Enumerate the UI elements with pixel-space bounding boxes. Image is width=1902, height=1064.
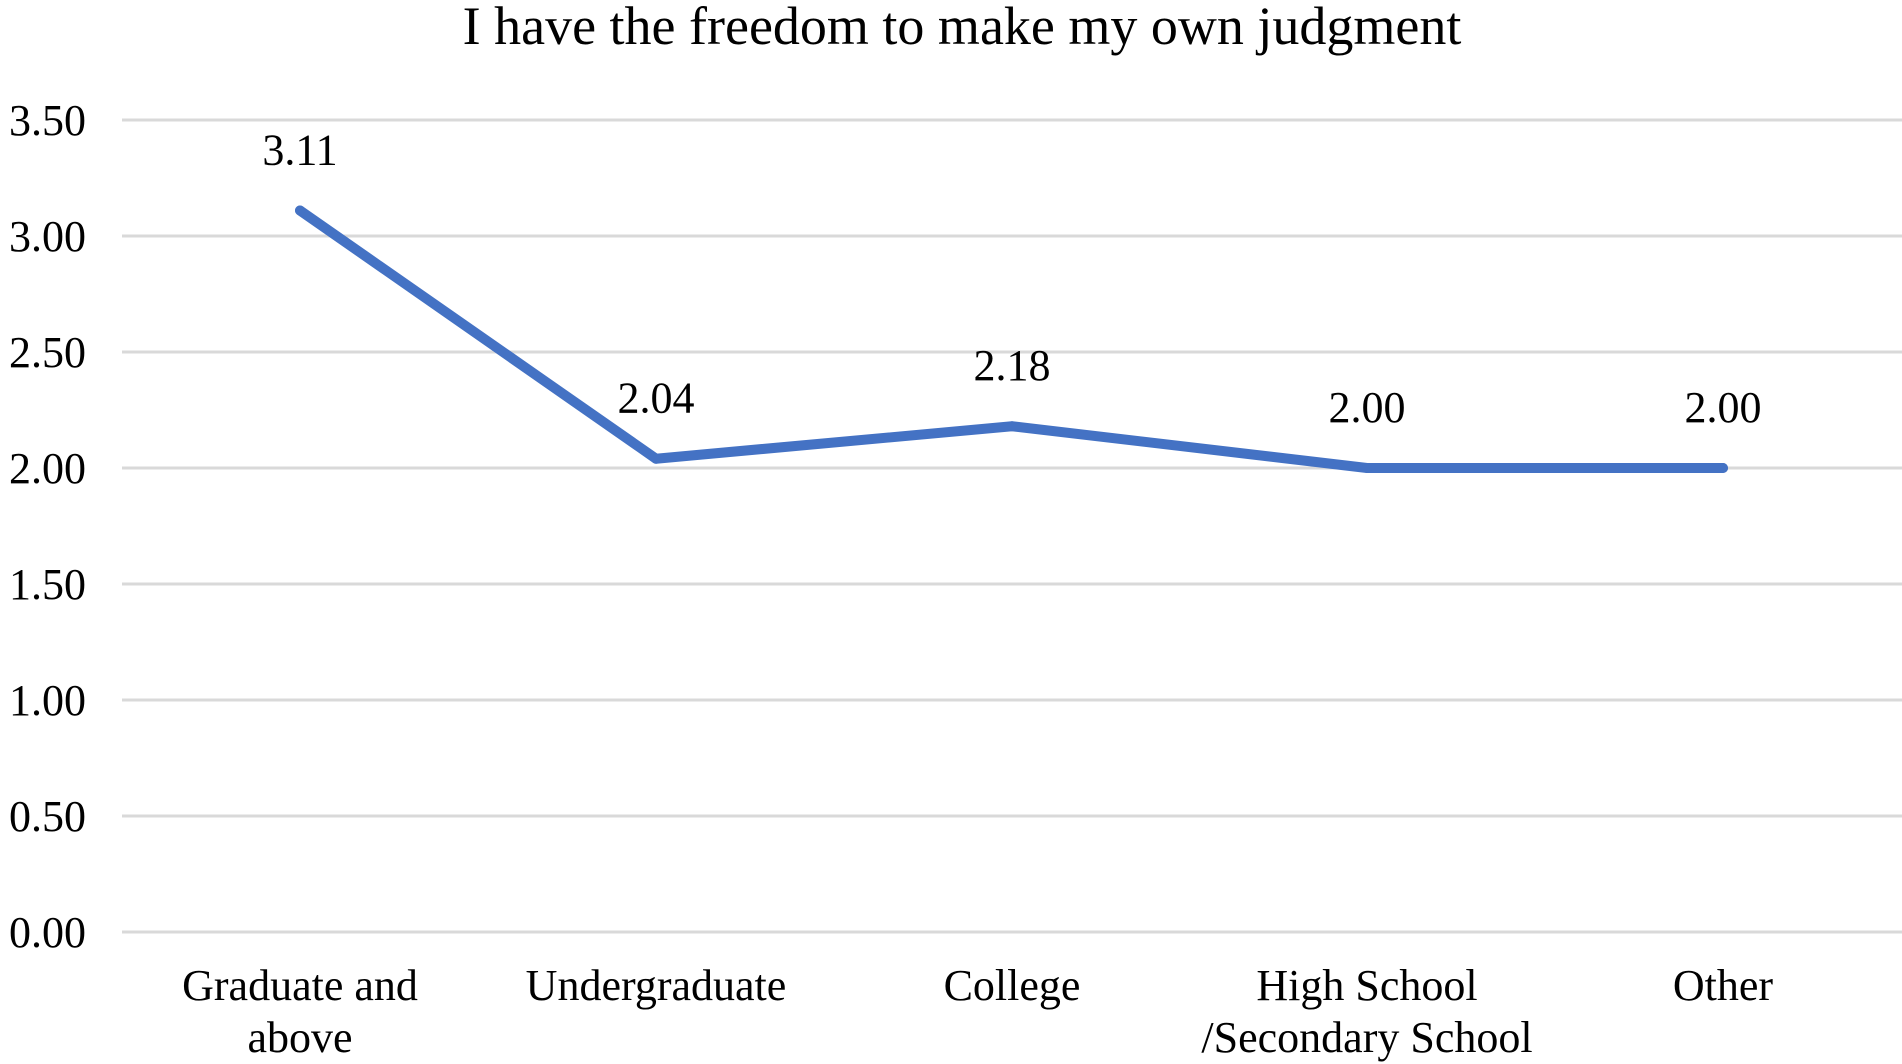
y-tick-label: 2.50 [9,328,86,377]
x-category-label-line: High School [1256,961,1477,1010]
chart-title: I have the freedom to make my own judgme… [463,0,1462,56]
y-tick-label: 0.50 [9,792,86,841]
data-point [1007,421,1017,432]
data-label: 2.00 [1685,383,1762,432]
y-tick-label: 1.50 [9,560,86,609]
data-point [651,453,661,464]
x-category-label-line: Other [1673,961,1774,1010]
x-category-label-line: Undergraduate [526,961,787,1010]
x-category-label-line: /Secondary School [1201,1013,1532,1062]
y-axis-tick-labels: 0.00 0.50 1.00 1.50 2.00 2.50 3.00 3.50 [9,96,86,957]
y-tick-label: 2.00 [9,444,86,493]
data-label: 2.18 [974,341,1051,390]
x-category-label-line: Graduate and [182,961,418,1010]
data-label: 2.00 [1329,383,1406,432]
gridlines [122,118,1902,934]
series-line-layer [295,205,1728,473]
y-tick-label: 0.00 [9,908,86,957]
data-point [1362,463,1372,473]
x-category-label: Undergraduate [526,961,787,1010]
data-point [1718,463,1728,473]
x-category-label: College [944,961,1081,1010]
data-label: 3.11 [262,125,337,174]
x-category-label: Other [1673,961,1774,1010]
data-labels: 3.11 2.04 2.18 2.00 2.00 [262,125,1761,432]
x-category-label-line: College [944,961,1081,1010]
data-point [295,205,305,216]
x-category-label: High School/Secondary School [1201,961,1532,1062]
data-label: 2.04 [618,374,695,423]
y-tick-label: 3.50 [9,96,86,145]
y-tick-label: 3.00 [9,212,86,261]
y-tick-label: 1.00 [9,676,86,725]
x-category-label-line: above [247,1013,352,1062]
